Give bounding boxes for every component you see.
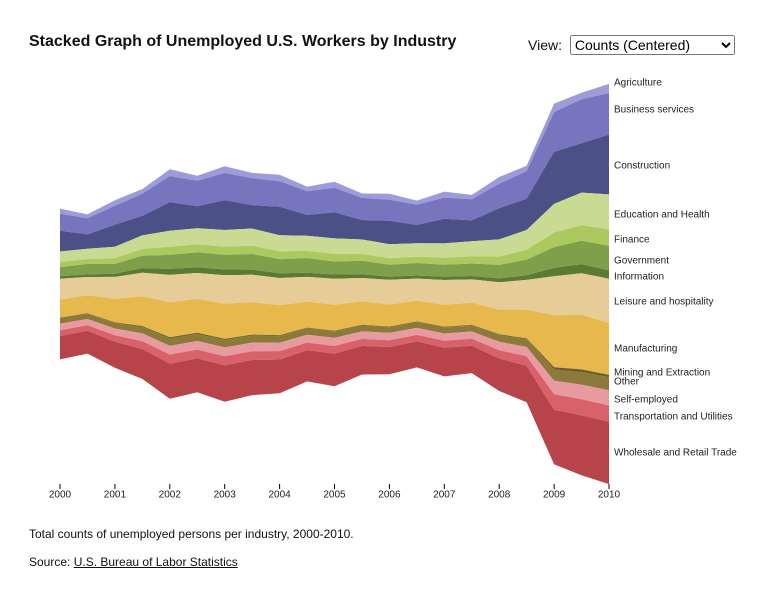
view-label: View: (528, 37, 562, 53)
series-label: Business services (614, 105, 694, 116)
series-label: Leisure and hospitality (614, 297, 714, 308)
series-label: Information (614, 272, 664, 283)
series-label: Manufacturing (614, 344, 677, 355)
series-label: Finance (614, 235, 650, 246)
source-link[interactable]: U.S. Bureau of Labor Statistics (73, 555, 238, 569)
series-label: Mining and Extraction (614, 368, 710, 379)
caption: Total counts of unemployed persons per i… (29, 527, 354, 541)
view-select[interactable]: Counts (Centered) (569, 35, 735, 55)
series-label: Agriculture (614, 78, 662, 89)
stream-layer (60, 83, 609, 219)
x-tick-label: 2007 (433, 490, 456, 501)
x-tick-label: 2003 (214, 490, 237, 501)
series-label: Government (614, 256, 669, 267)
x-tick-label: 2001 (104, 490, 127, 501)
x-tick-label: 2008 (488, 490, 511, 501)
stream-layer (60, 295, 609, 375)
source: Source: U.S. Bureau of Labor Statistics (29, 555, 238, 569)
stream-layer (60, 264, 609, 283)
x-tick-label: 2004 (268, 490, 291, 501)
x-tick-label: 2005 (323, 490, 346, 501)
stream-layer (60, 93, 609, 235)
series-label: Transportation and Utilities (614, 412, 733, 423)
stream-layer (60, 225, 609, 268)
x-tick-label: 2009 (543, 490, 566, 501)
x-tick-label: 2006 (378, 490, 401, 501)
series-label: Self-employed (614, 395, 678, 406)
series-label: Education and Health (614, 210, 710, 221)
stream-layer (60, 330, 609, 485)
series-label: Construction (614, 161, 670, 172)
series-label: Wholesale and Retail Trade (614, 448, 737, 459)
x-tick-label: 2002 (159, 490, 182, 501)
view-control: View: Counts (Centered) (528, 35, 735, 55)
stream-layer (60, 134, 609, 252)
stream-layer (60, 240, 609, 279)
x-tick-label: 2000 (49, 490, 72, 501)
stream-layer (60, 272, 609, 323)
series-label: Other (614, 377, 640, 388)
chart: Agriculture Business services Construction… (49, 78, 737, 501)
chart-title: Stacked Graph of Unemployed U.S. Workers… (29, 33, 457, 50)
stream-layer (60, 192, 609, 262)
x-tick-label: 2010 (598, 490, 621, 501)
source-label: Source: (29, 555, 71, 569)
